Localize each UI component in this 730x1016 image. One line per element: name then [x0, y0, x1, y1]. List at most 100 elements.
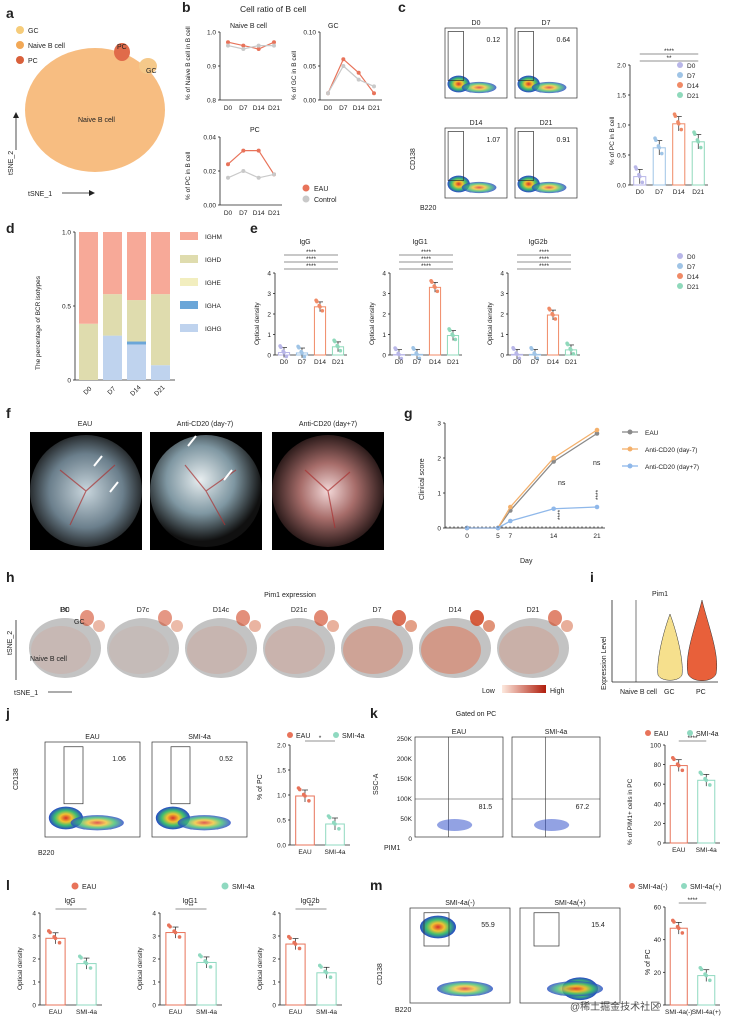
x-tick-label: D7 — [339, 105, 348, 112]
chart-e-0-xlabel: D7 — [298, 359, 307, 366]
chart-l-2-ytick-label: 4 — [272, 911, 276, 918]
chart-l-1-dot — [199, 954, 203, 959]
scale-low: Low — [482, 688, 496, 695]
flow-c-d14-value: 1.07 — [487, 137, 501, 144]
chart-e-1-sig: **** — [421, 256, 432, 263]
chart-c-bar: 0.0 0.5 1.0 1.5 2.0 D0 D7 D14 D21 ****** — [617, 48, 708, 196]
legend-c-label: D14 — [687, 83, 699, 90]
flow-m-plus-value: 15.4 — [591, 922, 605, 929]
panel-k-header: Gated on PC — [456, 711, 496, 718]
chart-l-0-ytick-label: 1 — [32, 980, 36, 987]
chart-l-1-ytick-label: 0 — [152, 1003, 156, 1010]
chart-k-dot — [704, 778, 709, 783]
legend-c-dot — [677, 72, 683, 78]
chart-m-dot — [708, 978, 712, 983]
chart-c-dot — [676, 122, 681, 126]
chart-e-2-dot — [571, 352, 576, 356]
panel-i-title: Pim1 — [652, 591, 668, 598]
chart-k-ytick-label: 0 — [657, 841, 661, 848]
chart-d-segment-ighg — [127, 344, 146, 380]
chart-m-sig: **** — [687, 897, 698, 904]
panel-j: j EAU 1.06 SMI-4a 0.52 CD138 B220 % of PC 0… — [5, 705, 365, 857]
chart-e-ylabel: Optical density — [254, 302, 261, 345]
chart-d-xlabel: D14 — [129, 384, 143, 398]
panel-i-cat-gc: GC — [664, 689, 675, 696]
flow-plots-j: EAU 1.06 SMI-4a 0.52 — [44, 734, 248, 838]
legend-j-dot — [287, 732, 293, 738]
chart-l-0-ytick-label: 0 — [32, 1003, 36, 1010]
tsne-h-cluster — [263, 618, 335, 678]
tsne-h-pc-cluster — [314, 610, 328, 626]
tsne-h-gc: GC — [74, 619, 85, 626]
chart-g-ytick-label: 3 — [437, 421, 441, 428]
x-tick-label: D0 — [224, 105, 233, 112]
chart-e-2-ytick-label: 0 — [500, 353, 504, 360]
panel-g-ns2: ns — [558, 480, 566, 487]
chart-c-dot — [696, 140, 701, 144]
chart-e-0-ytick-label: 0 — [267, 353, 271, 360]
tsne-label-naive: Naive B cell — [78, 117, 115, 124]
legend-d-label: IGHM — [205, 234, 222, 241]
chart-e-ylabel: Optical density — [369, 302, 376, 345]
chart-l-1-dot — [177, 935, 182, 939]
panel-letter-g: g — [404, 405, 413, 421]
legend-g-label: EAU — [645, 430, 659, 437]
flow-k-ytick-label: 0 — [408, 836, 412, 843]
chart-m-ytick-label: 40 — [654, 937, 662, 944]
fundus-title-2: Anti-CD20 (day-7) — [177, 421, 233, 428]
legend-j-label: SMI-4a — [342, 733, 365, 740]
chart-b3-ytick-label: 0.02 — [203, 169, 216, 176]
chart-l-0-ytick-label: 3 — [32, 934, 36, 941]
legend-e-dot — [677, 283, 683, 289]
legend-dot-eau — [302, 184, 310, 192]
chart-d-segment-ighm — [151, 232, 170, 295]
tsne-h-group-label: D14 — [449, 607, 462, 614]
chart-b-pc: 0.00 0.02 0.04 D0 D7 D14 D21 — [203, 135, 282, 217]
tsne-h-heat — [265, 626, 325, 674]
legend-label-naive: Naive B cell — [28, 43, 65, 50]
chart-m-dot — [672, 920, 676, 924]
panel-i-cat-pc: PC — [696, 689, 706, 696]
chart-e-1-dot — [415, 352, 419, 357]
legend-label-control: Control — [314, 197, 337, 204]
tsne-h-heat — [31, 626, 91, 674]
tsne-h-pc: PC — [60, 607, 70, 614]
series-line-control — [327, 65, 375, 94]
chart-d-ytick-label: 0 — [67, 378, 71, 385]
legend-g-label: Anti-CD20 (day-7) — [645, 447, 697, 454]
legend-d-label: IGHG — [205, 326, 222, 333]
violin-pc — [686, 599, 718, 681]
chart-c-dot — [673, 114, 678, 118]
legend-d-swatch — [180, 301, 198, 309]
chart-m-bar — [669, 927, 688, 1006]
chart-e-2-dot — [512, 347, 516, 351]
tsne-h-xlabel: tSNE_1 — [14, 690, 38, 697]
panel-i-cat-naive: Naive B cell — [620, 689, 657, 696]
flow-j-smi-density-2 — [177, 815, 231, 831]
legend-d-label: IGHE — [205, 280, 222, 287]
chart-e-0-dot — [297, 345, 301, 350]
chart-e-0-dot — [282, 350, 286, 355]
chart-l-0-xlabel: EAU — [49, 1009, 63, 1016]
chart-l-0-sig: * — [70, 903, 73, 910]
chart-l-ylabel: Optical density — [137, 947, 144, 990]
panel-b-ylabel-pc: % of PC in B cell — [185, 151, 192, 200]
tsne-h-gc-cluster — [249, 620, 261, 632]
chart-e-0-dot — [302, 355, 307, 359]
panel-i: i Pim1 Expression Level Naive B cell GC … — [590, 569, 718, 696]
chart-m-dot — [704, 973, 709, 978]
watermark: @稀土掘金技术社区 — [570, 1000, 660, 1013]
tsne-pc-cluster — [114, 43, 130, 61]
chart-g-point — [508, 504, 513, 510]
violin-gc — [657, 613, 683, 681]
chart-b-naive: 0.8 0.9 1.0 D0 D7 D14 D21 — [207, 30, 282, 112]
legend-e-label: D14 — [687, 274, 699, 281]
chart-d-segment-ighm — [127, 232, 146, 301]
chart-l-ylabel: Optical density — [17, 947, 24, 990]
tsne-h-heat — [499, 626, 559, 674]
chart-l-0-dot — [48, 930, 52, 935]
chart-e-1-ytick-label: 1 — [382, 332, 386, 339]
